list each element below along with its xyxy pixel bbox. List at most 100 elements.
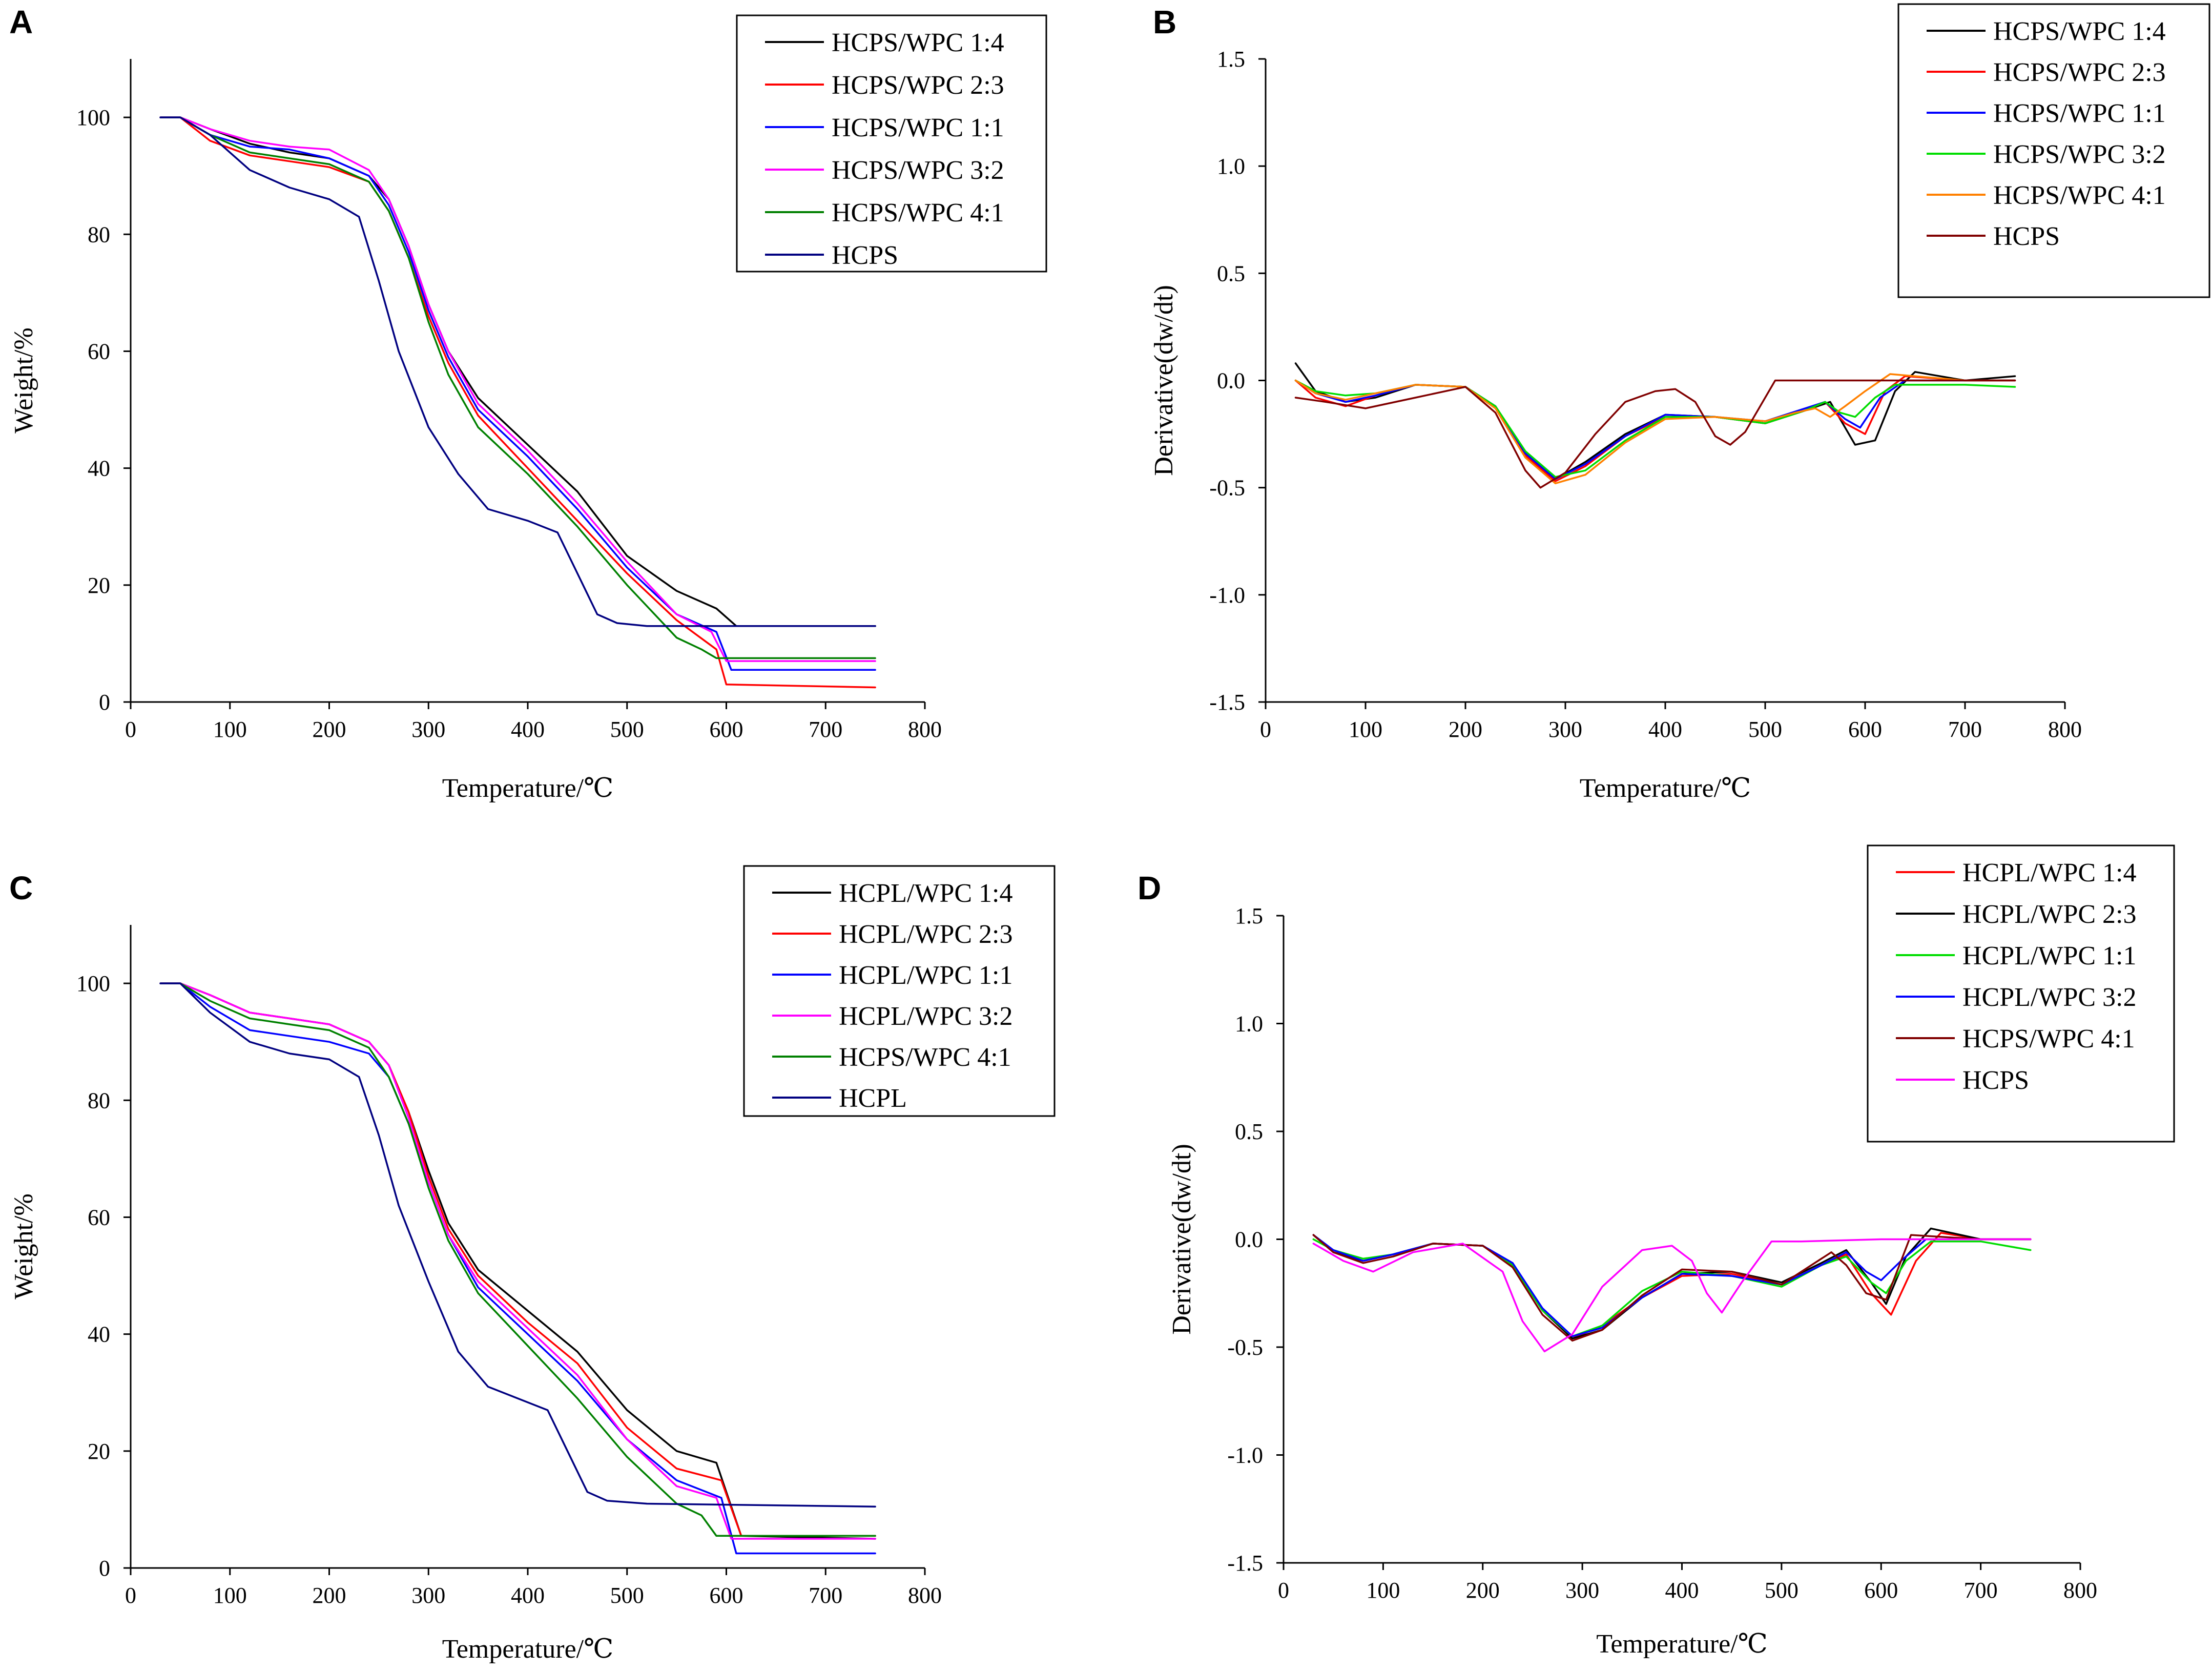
y-tick-label: 0.0 [1235,1227,1263,1252]
x-tick-label: 300 [411,1583,445,1608]
series-line-hcps [159,116,876,627]
y-tick-label: -0.5 [1209,476,1245,501]
chart-panel-d: D 0 100 200 300 400 500 600 700 800 -1.5 -1.0 -0.5 0.… [1138,844,2175,1659]
y-axis-title: Weight/% [9,1193,38,1299]
y-tick-label: -1.5 [1227,1551,1263,1576]
x-tick-label: 800 [2063,1578,2097,1603]
legend: HCPL/WPC 1:4 HCPL/WPC 2:3 HCPL/WPC 1:1 HCPL… [1867,844,2175,1143]
x-tick-label: 0 [125,717,136,742]
x-axis-title: Temperature/℃ [442,774,614,803]
legend-label: HCPS/WPC 1:1 [1993,99,2166,128]
legend-label: HCPL/WPC 2:3 [1962,900,2137,929]
series-line-hcps-wpc-3-2 [159,116,876,662]
chart-panel-c: C 0 100 200 300 400 500 600 700 800 0 20 40 60 80 100 Te… [9,865,1056,1664]
legend-label: HCPL/WPC 1:1 [1962,941,2137,971]
legend-label: HCPL/WPC 1:4 [839,879,1013,908]
x-tick-label: 800 [908,1583,942,1608]
legend-box [1897,3,2210,298]
x-tick-label: 800 [908,717,942,742]
x-axis-title: Temperature/℃ [442,1635,614,1664]
legend-label: HCPL/WPC 3:2 [1962,983,2137,1012]
y-tick-label: -1.0 [1227,1443,1263,1468]
legend: HCPL/WPC 1:4 HCPL/WPC 2:3 HCPL/WPC 1:1 HCPL… [743,865,1056,1117]
series-line-hcpl [159,982,876,1508]
legend-label: HCPS/WPC 1:1 [832,113,1004,142]
x-tick-label: 700 [1964,1578,1998,1603]
y-tick-label: -1.5 [1209,690,1245,715]
y-tick-label: 80 [88,222,110,247]
legend-label: HCPL/WPC 2:3 [839,920,1013,949]
x-tick-label: 600 [1864,1578,1898,1603]
series-line-hcps [1312,1238,2032,1353]
x-tick-label: 500 [1765,1578,1798,1603]
legend-label: HCPL/WPC 1:1 [839,961,1013,990]
legend: HCPS/WPC 1:4 HCPS/WPC 2:3 HCPS/WPC 1:1 HCPS… [1897,3,2210,298]
series-line-hcps-wpc-4-1 [1294,373,2016,485]
x-tick-label: 200 [1466,1578,1500,1603]
x-tick-label: 700 [809,717,842,742]
y-tick-label: 80 [88,1088,110,1113]
y-axis-title: Derivative(dw/dt) [1167,1144,1196,1335]
y-tick-label: 1.0 [1235,1012,1263,1037]
legend-label: HCPS/WPC 1:4 [832,28,1004,57]
x-tick-label: 300 [1548,717,1582,742]
x-tick-label: 400 [1648,717,1682,742]
legend-label: HCPS [832,241,898,270]
y-tick-label: 100 [76,971,110,996]
y-tick-label: 40 [88,1322,110,1347]
y-axis-title: Derivative(dw/dt) [1149,285,1179,476]
series-line-hcps-wpc-4-1 [159,116,876,659]
y-tick-label: 100 [76,105,110,130]
x-tick-label: 400 [1665,1578,1699,1603]
panel-letter: D [1138,870,1161,906]
x-tick-label: 600 [1848,717,1882,742]
x-tick-label: 400 [511,1583,545,1608]
x-tick-label: 300 [1565,1578,1599,1603]
legend-label: HCPL/WPC 1:4 [1962,858,2137,887]
y-axis-title: Weight/% [9,327,38,434]
y-tick-label: 60 [88,1205,110,1230]
legend-label: HCPS/WPC 2:3 [832,71,1004,100]
y-tick-label: 40 [88,456,110,481]
y-tick-label: 0.5 [1217,261,1245,286]
legend-label: HCPS [1962,1066,2029,1095]
y-tick-label: 20 [88,1439,110,1464]
y-tick-label: 20 [88,573,110,598]
x-tick-label: 600 [710,1583,743,1608]
legend-label: HCPS/WPC 2:3 [1993,58,2166,87]
series-line-hcps-wpc-1-1 [1294,379,2016,480]
x-tick-label: 100 [213,1583,247,1608]
x-tick-label: 700 [809,1583,842,1608]
y-tick-label: 1.5 [1217,47,1245,72]
chart-panel-b: B 0 100 200 300 400 500 600 700 800 -1.5 -1.0 -0.5 0.… [1149,3,2210,803]
y-tick-label: -1.0 [1209,583,1245,608]
x-tick-label: 500 [1748,717,1782,742]
legend-label: HCPS/WPC 4:1 [1962,1024,2135,1054]
legend-label: HCPS/WPC 4:1 [839,1043,1011,1072]
legend-box [743,865,1056,1117]
x-tick-label: 100 [1366,1578,1400,1603]
y-tick-label: 0 [99,1556,110,1581]
legend-label: HCPS/WPC 1:4 [1993,17,2166,46]
x-tick-label: 700 [1948,717,1982,742]
legend-label: HCPS/WPC 4:1 [1993,181,2166,210]
x-tick-label: 600 [710,717,743,742]
panel-letter: A [9,4,33,40]
legend-label: HCPL [839,1084,907,1113]
legend-label: HCPL/WPC 3:2 [839,1002,1013,1031]
y-tick-label: 60 [88,339,110,364]
series-line-hcps-wpc-3-2 [1294,379,2016,478]
legend-box [736,14,1047,273]
legend-label: HCPS/WPC 4:1 [832,198,1004,228]
panel-letter: C [9,870,33,906]
x-tick-label: 500 [610,717,644,742]
series-line-hcpl-wpc-3-2 [159,982,876,1540]
x-axis-title: Temperature/℃ [1596,1629,1768,1659]
series-line-hcps-wpc-1-4 [1294,362,2016,480]
x-tick-label: 0 [125,1583,136,1608]
x-axis-title: Temperature/℃ [1580,774,1751,803]
x-tick-label: 200 [313,1583,346,1608]
series-line-hcps-wpc-2-3 [159,116,876,689]
legend-box [1867,844,2175,1143]
